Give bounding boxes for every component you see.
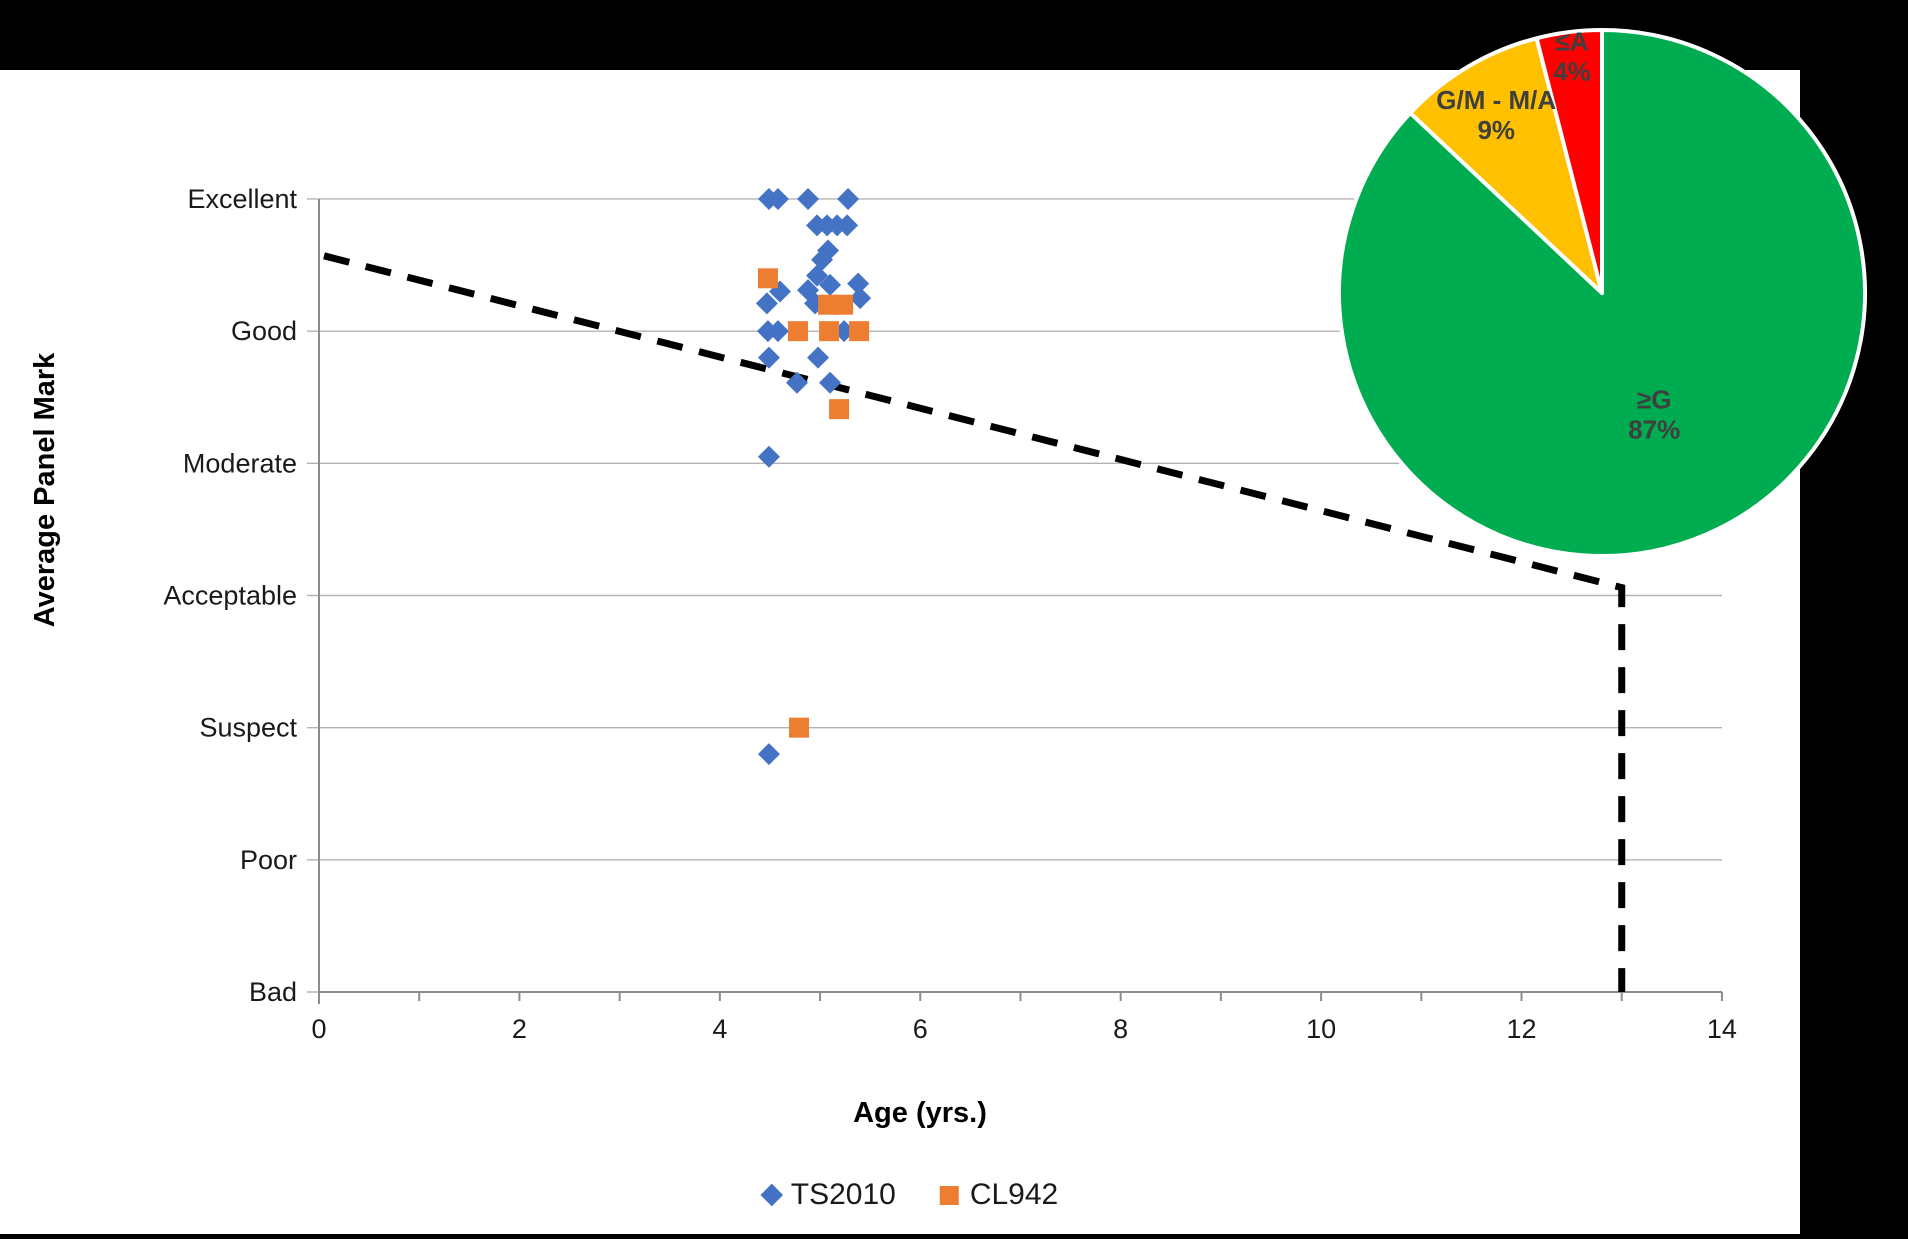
legend: TS2010 CL942 — [760, 1178, 1059, 1212]
scatter-point-cl942 — [829, 399, 850, 420]
data-points — [755, 187, 872, 766]
y-category-label: Acceptable — [163, 580, 297, 610]
scatter-point-ts2010 — [757, 445, 780, 468]
scatter-point-cl942 — [789, 717, 810, 738]
trend-dashed-line — [323, 252, 1626, 992]
y-category-label: Poor — [240, 845, 297, 875]
x-tick-label: 14 — [1707, 1014, 1737, 1044]
y-category-label: Good — [231, 316, 297, 346]
legend-label-ts2010: TS2010 — [790, 1178, 896, 1211]
pie-chart-inset — [1337, 28, 1867, 558]
y-axis-category-labels: Bad Poor Suspect Acceptable Moderate Good Exce… — [163, 184, 297, 1007]
y-category-label: Suspect — [199, 713, 297, 743]
pie-slice — [1408, 36, 1604, 295]
scatter-point-ts2010 — [819, 371, 842, 394]
pie-slice-labels: ≥G87% G/M - M/A9% ≤A4% — [1436, 27, 1680, 445]
pie-slice-percent: 87% — [1628, 415, 1680, 445]
axes — [318, 198, 1723, 1004]
y-category-label: Moderate — [183, 448, 297, 478]
legend-item-cl942: CL942 — [939, 1178, 1059, 1212]
scatter-point-ts2010 — [797, 187, 820, 210]
scatter-point-ts2010 — [847, 272, 870, 295]
pie-slice-label: G/M - M/A — [1436, 85, 1556, 115]
pie-slice-percent: 9% — [1477, 115, 1515, 145]
legend-label-cl942: CL942 — [969, 1178, 1059, 1211]
scatter-point-ts2010 — [837, 187, 860, 210]
diamond-marker-icon — [760, 1183, 784, 1207]
pie-slice-label: ≤A — [1555, 27, 1588, 57]
scatter-point-ts2010 — [807, 346, 830, 369]
pie-slice — [1534, 28, 1604, 295]
scatter-point-ts2010 — [766, 320, 789, 343]
x-axis-tick-labels: 0 2 4 6 8 10 12 14 — [311, 1014, 1736, 1044]
scatter-point-cl942 — [833, 294, 854, 315]
x-tick-label: 8 — [1113, 1014, 1128, 1044]
scatter-point-ts2010 — [757, 346, 780, 369]
scatter-point-cl942 — [819, 321, 840, 342]
pie-slice-label: ≥G — [1637, 385, 1672, 415]
x-tick-label: 6 — [913, 1014, 928, 1044]
x-tick-label: 12 — [1506, 1014, 1536, 1044]
scatter-point-cl942 — [788, 321, 809, 342]
legend-item-ts2010: TS2010 — [760, 1178, 896, 1212]
scatter-point-cl942 — [757, 268, 778, 289]
scatter-point-ts2010 — [755, 292, 778, 315]
scatter-point-ts2010 — [819, 273, 842, 296]
scatter-point-cl942 — [818, 294, 839, 315]
scatter-point-ts2010 — [849, 287, 872, 310]
scatter-point-cl942 — [849, 321, 870, 342]
square-marker-icon — [939, 1185, 959, 1205]
y-category-label: Excellent — [187, 184, 297, 214]
y-axis-title: Average Panel Mark — [29, 352, 61, 627]
scatter-point-ts2010 — [806, 264, 829, 287]
pie-slice — [1337, 28, 1867, 558]
x-tick-label: 10 — [1306, 1014, 1336, 1044]
x-tick-label: 0 — [311, 1014, 326, 1044]
y-category-label: Bad — [249, 977, 297, 1007]
scatter-point-ts2010 — [836, 214, 859, 237]
scatter-point-ts2010 — [766, 187, 789, 210]
x-tick-label: 2 — [512, 1014, 527, 1044]
trend-line — [323, 252, 1626, 992]
scatter-point-ts2010 — [786, 371, 809, 394]
x-tick-label: 4 — [712, 1014, 727, 1044]
scatter-point-ts2010 — [757, 743, 780, 766]
x-axis-title: Age (yrs.) — [853, 1097, 987, 1129]
pie-slice-percent: 4% — [1553, 57, 1591, 87]
